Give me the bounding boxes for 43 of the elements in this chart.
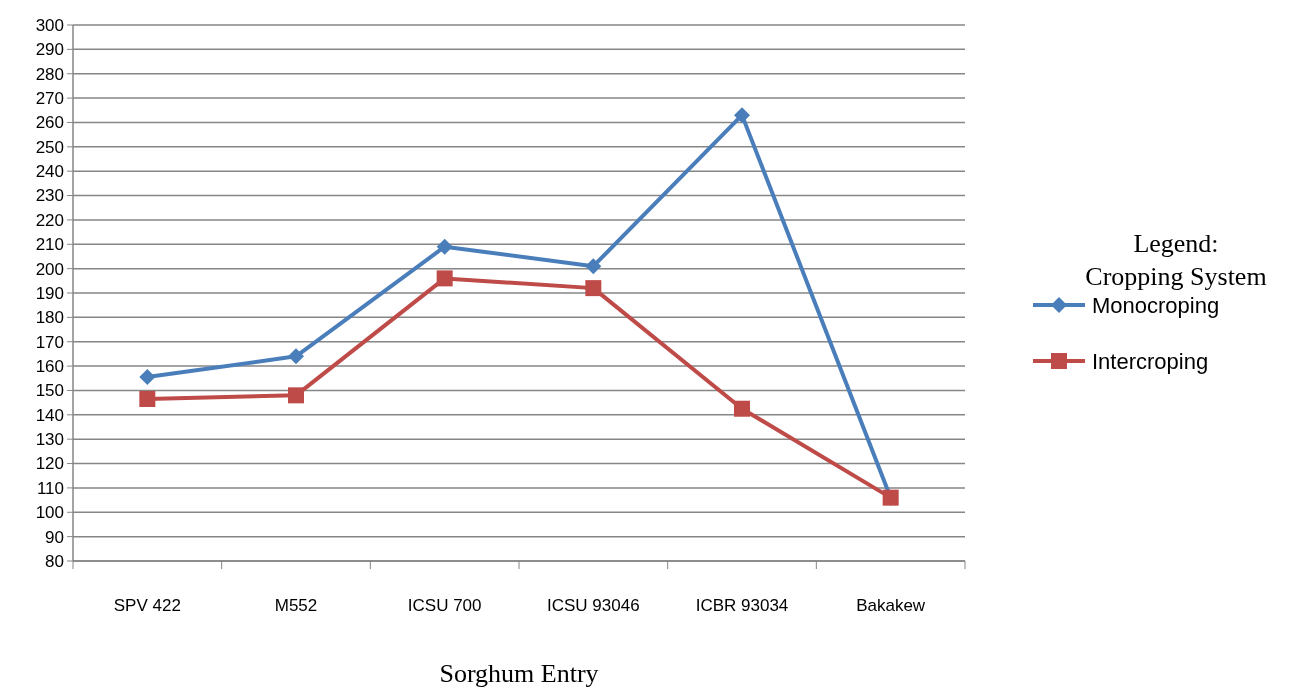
point [585,280,602,297]
x-tick-label: SPV 422 [113,596,181,615]
y-tick-label: 160 [35,357,64,377]
point [288,348,304,365]
y-tick-label: 280 [35,64,64,84]
y-tick-label: 140 [35,405,64,425]
x-tick-label: ICSU 700 [407,596,482,615]
point [734,107,750,124]
y-tick-label: 80 [45,551,64,571]
y-tick-label: 260 [35,113,64,133]
x-tick-label: M552 [274,596,318,615]
point [436,270,453,287]
x-tick-label: Bakakew [856,596,926,615]
y-tick-label: 90 [45,527,64,547]
legend-title: Legend: Cropping System [1085,229,1267,291]
x-tick-label: ICSU 93046 [547,596,640,615]
y-tick-label: 100 [35,503,64,523]
y-tick-label: 210 [35,235,64,255]
y-tick-label: 220 [35,210,64,230]
point [436,238,453,255]
y-tick-label: 300 [35,15,64,35]
legend-label: Monocroping [1092,292,1220,318]
point [139,390,156,407]
y-tick-label: 270 [35,89,64,109]
point [288,387,304,404]
y-tick-label: 120 [35,454,64,474]
y-tick-label: 230 [35,186,64,206]
x-tick-label: ICBR 93034 [695,596,789,615]
y-tick-label: 290 [35,40,64,60]
point [585,258,602,275]
y-tick-label: 180 [35,308,64,328]
y-tick-label: 200 [35,259,64,279]
legend-label: Intercroping [1092,348,1209,374]
y-tick-label: 130 [35,430,64,450]
y-tick-label: 250 [35,137,64,157]
point [734,400,750,417]
x-axis-title: Sorghum Entry [439,659,599,688]
y-tick-label: 150 [35,381,64,401]
y-tick-label: 170 [35,332,64,352]
y-tick-label: 240 [35,162,64,182]
y-tick-label: 110 [36,478,64,498]
y-tick-label: 190 [35,283,64,303]
point [139,369,156,386]
